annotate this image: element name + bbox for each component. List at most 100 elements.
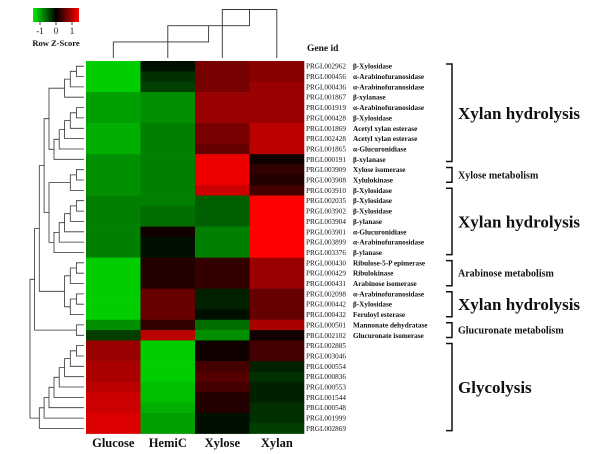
heatmap-cell	[86, 361, 141, 372]
gene-id-label: PRGL000429	[306, 270, 346, 278]
heatmap-cell	[86, 143, 141, 155]
heatmap-cell	[195, 402, 250, 414]
heatmap-cell	[249, 309, 305, 321]
heatmap-cell	[86, 402, 141, 414]
heatmap-cell	[249, 164, 305, 176]
gene-name-label: α-Glucuronidiase	[353, 146, 406, 154]
gene-id-label: PRGL003901	[306, 228, 346, 236]
heatmap-cell	[140, 205, 196, 217]
dendrogram-branch	[69, 298, 84, 315]
heatmap-cell	[195, 330, 250, 341]
heatmap-cell	[195, 236, 250, 248]
heatmap-cell	[195, 92, 250, 103]
heatmap-cell	[195, 299, 250, 310]
heatmap-cell	[195, 154, 250, 165]
heatmap-cell	[249, 257, 305, 269]
heatmap-cell	[195, 71, 250, 82]
heatmap-cell	[249, 71, 305, 82]
heatmap-cell	[86, 412, 141, 424]
heatmap-cell	[86, 350, 141, 362]
heatmap-cell	[195, 412, 250, 424]
row-labels: PRGL002962 β-Xylosidase PRGL000456 α-Arabin…	[306, 63, 427, 433]
dendrogram-branch	[76, 65, 84, 77]
dendrogram-branch	[58, 222, 84, 243]
group-label: Glucuronate metabolism	[458, 326, 564, 337]
heatmap-cell	[86, 92, 141, 103]
heatmap-cell	[140, 257, 196, 269]
heatmap-cell	[195, 392, 250, 403]
heatmap-cell	[249, 123, 305, 134]
gene-id-label: PRGL000436	[306, 83, 346, 91]
dendrogram-branch	[76, 345, 84, 357]
heatmap-cell	[86, 154, 141, 165]
gene-id-label: PRGL003899	[306, 239, 346, 247]
gene-name-label: Xylose isomerase	[353, 166, 406, 174]
gene-name-label: β-xylanase	[353, 156, 386, 164]
heatmap-cell	[140, 92, 196, 103]
gene-name-label: β-ylanase	[353, 218, 382, 226]
heatmap-cell	[195, 81, 250, 93]
gene-id-label: PRGL003046	[306, 353, 346, 361]
heatmap-cell	[140, 350, 196, 362]
gene-id-label: PRGL002869	[306, 425, 346, 433]
heatmap-cell	[140, 236, 196, 248]
heatmap-cell	[86, 174, 141, 186]
group-bracket	[446, 259, 453, 287]
gene-id-label: PRGL001865	[306, 146, 346, 154]
heatmap-cell	[86, 236, 141, 248]
heatmap-cell	[86, 164, 141, 176]
gene-name-label: β-Xylosidase	[353, 114, 392, 122]
group-label: Xylan hydrolysis	[458, 104, 580, 123]
gene-name-label: α-Arabinofuranosidase	[353, 239, 424, 247]
heatmap-cell	[249, 185, 305, 196]
heatmap-cell	[249, 247, 305, 258]
heatmap-cell	[249, 195, 305, 207]
dendrogram-branch	[112, 25, 210, 58]
dendrogram-branch	[64, 358, 84, 378]
group-label: Xylose metabolism	[458, 170, 539, 181]
group-bracket	[446, 187, 453, 256]
heatmap-cell	[140, 423, 196, 434]
heatmap-cell	[140, 309, 196, 321]
color-key-bar	[33, 8, 79, 22]
gene-name-label: Xylulokinase	[353, 177, 393, 185]
heatmap-cell	[86, 133, 141, 145]
heatmap-cell	[140, 216, 196, 227]
gene-id-label: PRGL003909	[306, 166, 346, 174]
heatmap-cell	[249, 61, 305, 72]
group-label: Xylan hydrolysis	[458, 212, 580, 231]
color-key-tick-low: -1	[36, 26, 44, 36]
gene-id-label: PRGL002428	[306, 135, 346, 143]
dendrogram-branch	[29, 278, 40, 419]
gene-name-label: Mannonate dehydratase	[353, 321, 427, 329]
heatmap-cell	[86, 288, 141, 300]
heatmap-cell	[195, 195, 250, 207]
heatmap-cell	[249, 92, 305, 103]
gene-id-label: PRGL003910	[306, 187, 346, 195]
gene-id-header: Gene id	[307, 44, 339, 54]
heatmap-cell	[195, 309, 250, 321]
gene-id-label: PRGL000432	[306, 311, 346, 319]
dendrogram-branch	[69, 112, 84, 129]
dendrogram-branch	[69, 267, 84, 284]
dendrogram-branch	[76, 262, 84, 274]
gene-name-label: α-Arabinofuranosidase	[353, 104, 424, 112]
gene-name-label: α-Arabinofuranosidase	[353, 290, 424, 298]
heatmap-cell	[140, 402, 196, 414]
heatmap-cell	[140, 174, 196, 186]
heatmap-cell	[195, 205, 250, 217]
dendrogram-branch	[76, 200, 84, 212]
color-key-title: Row Z-Score	[32, 38, 80, 48]
heatmap-cell	[140, 102, 196, 114]
heatmap-cell	[140, 185, 196, 196]
gene-name-label: β-Xylosidase	[353, 63, 392, 71]
gene-id-label: PRGL001999	[306, 415, 346, 423]
heatmap-cell	[249, 392, 305, 403]
heatmap-cell	[140, 361, 196, 372]
dendrogram-branch	[76, 324, 84, 336]
column-label: Xylose	[205, 436, 241, 450]
gene-id-label: PRGL003908	[306, 177, 346, 185]
heatmap-cell	[140, 226, 196, 238]
heatmap-cell	[195, 123, 250, 134]
dendrogram-branch	[69, 70, 84, 88]
